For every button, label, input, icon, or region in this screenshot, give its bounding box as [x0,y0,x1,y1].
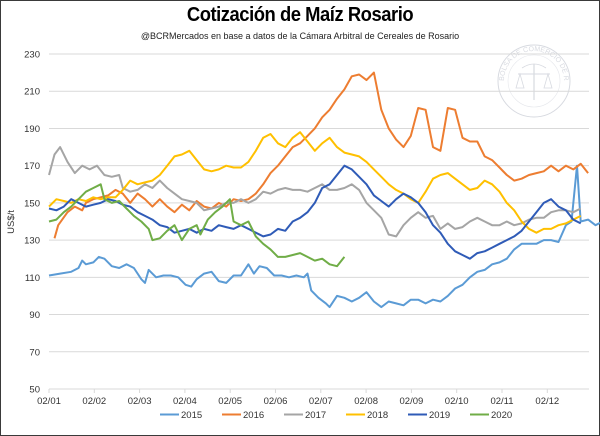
chart-subtitle: @BCRMercados en base a datos de la Cámar… [140,31,460,41]
series-line-2018 [48,131,582,234]
y-tick-label: 150 [24,198,40,209]
y-tick-label: 90 [29,310,40,321]
legend-label-2015: 2015 [181,410,202,421]
legend: 2015 2016 2017 2018 2019 2020 [160,410,512,421]
y-tick-label: 50 [29,385,40,396]
svg-text:BOLSA DE COMERCIO DE ROSARIO: BOLSA DE COMERCIO DE ROSARIO [0,0,569,81]
y-tick-label: 210 [24,87,40,98]
series-line-2017 [48,146,582,238]
legend-label-2019: 2019 [429,410,450,421]
bcr-seal-watermark-icon: BOLSA DE COMERCIO DE ROSARIO [0,0,571,118]
legend-label-2017: 2017 [305,410,326,421]
x-tick-label: 02/11 [490,396,513,407]
series-line-2019 [48,164,582,260]
x-tick-label: 02/04 [173,396,197,407]
legend-label-2016: 2016 [243,410,264,421]
x-tick-label: 02/10 [445,396,469,407]
x-tick-label: 02/06 [264,396,288,407]
x-tick-label: 02/12 [535,396,559,407]
series-line-2015 [48,164,600,309]
series-line-2020 [48,183,346,268]
x-tick-label: 02/07 [309,396,333,407]
y-axis-label: US$/t [6,210,17,234]
x-tick-label: 02/03 [128,396,152,407]
x-tick-label: 02/01 [37,396,61,407]
series-line-2016 [53,71,589,239]
y-tick-label: 110 [25,273,40,284]
y-tick-label: 130 [24,236,40,247]
x-tick-label: 02/02 [82,396,106,407]
x-tick-label: 02/09 [400,396,424,407]
y-tick-label: 70 [29,347,40,358]
x-tick-label: 02/08 [354,396,378,407]
y-tick-label: 190 [24,124,40,135]
legend-label-2020: 2020 [491,410,512,421]
y-tick-label: 230 [24,50,40,61]
x-tick-label: 02/05 [218,396,242,407]
legend-label-2018: 2018 [367,410,388,421]
chart-title: Cotización de Maíz Rosario [186,4,414,26]
y-tick-label: 170 [24,161,40,172]
